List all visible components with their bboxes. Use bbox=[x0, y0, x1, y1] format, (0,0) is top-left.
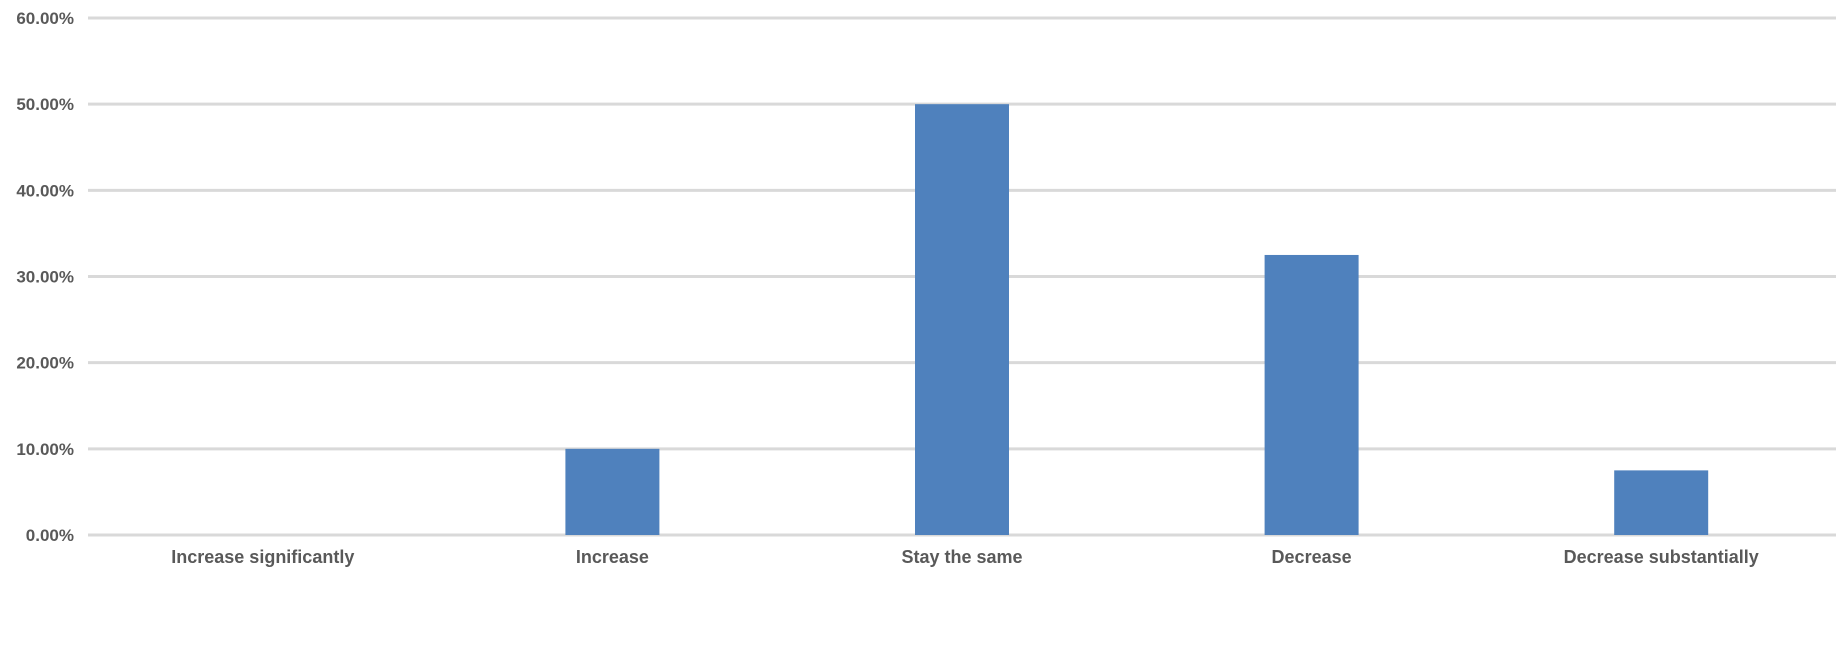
bars bbox=[565, 104, 1709, 536]
x-category-label: Decrease bbox=[1272, 547, 1352, 567]
y-tick-label: 60.00% bbox=[16, 9, 74, 28]
x-category-label: Increase bbox=[576, 547, 649, 567]
x-axis-category-labels: Increase significantly Increase Stay the s… bbox=[171, 547, 1758, 567]
bar bbox=[915, 104, 1009, 536]
x-category-label: Decrease substantially bbox=[1564, 547, 1759, 567]
x-category-label: Increase significantly bbox=[171, 547, 354, 567]
bar bbox=[565, 448, 660, 535]
bar bbox=[1264, 254, 1359, 536]
y-tick-label: 20.00% bbox=[16, 354, 74, 373]
y-axis-tick-labels: 0.00% 10.00% 20.00% 30.00% 40.00% 50.00% 60.00… bbox=[16, 9, 74, 545]
y-tick-label: 10.00% bbox=[16, 440, 74, 459]
y-tick-label: 30.00% bbox=[16, 268, 74, 287]
y-tick-label: 40.00% bbox=[16, 181, 74, 200]
y-tick-label: 0.00% bbox=[26, 526, 74, 545]
bar bbox=[1614, 470, 1709, 535]
y-tick-label: 50.00% bbox=[16, 95, 74, 114]
x-category-label: Stay the same bbox=[901, 547, 1022, 567]
